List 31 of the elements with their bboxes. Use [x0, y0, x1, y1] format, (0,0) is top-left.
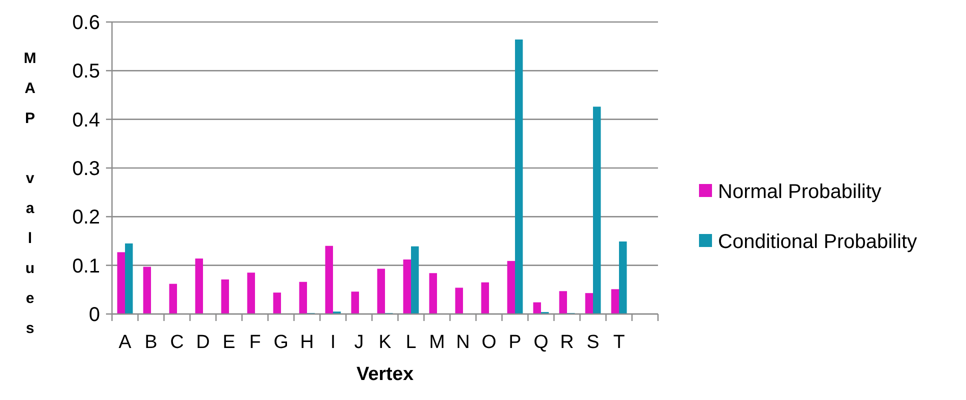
y-axis-title: MAP values: [22, 50, 38, 350]
x-tick-label: K: [378, 332, 392, 353]
x-tick-label: P: [508, 332, 522, 353]
x-tick-label: S: [586, 332, 600, 353]
x-tick-label: E: [222, 332, 236, 353]
y-tick-label: 0.4: [72, 109, 100, 132]
x-tick-label: I: [330, 332, 336, 353]
y-tick-label: 0.1: [72, 255, 100, 278]
x-tick-label: A: [118, 332, 132, 353]
x-tick-label: B: [144, 332, 158, 353]
legend-label: Conditional Probability: [718, 231, 918, 253]
y-tick-label: 0.6: [72, 12, 100, 34]
y-tick-label: 0.5: [72, 60, 100, 83]
x-tick-label: O: [482, 332, 496, 353]
x-axis-title: Vertex: [356, 364, 414, 385]
y-tick-label: 0: [88, 304, 100, 326]
x-tick-label: R: [560, 332, 574, 353]
x-tick-label: H: [300, 332, 314, 353]
x-tick-label: J: [354, 332, 364, 353]
x-tick-label: N: [456, 332, 470, 353]
x-tick-label: D: [196, 332, 210, 353]
x-tick-label: T: [613, 332, 626, 353]
x-tick-label: C: [170, 332, 184, 353]
legend-label: Normal Probability: [718, 181, 882, 203]
y-tick-label: 0.2: [72, 206, 100, 229]
x-tick-label: G: [274, 332, 288, 353]
x-tick-label: M: [429, 332, 445, 353]
x-tick-label: L: [406, 332, 416, 353]
x-tick-label: Q: [534, 332, 548, 353]
x-tick-label: F: [249, 332, 261, 353]
y-tick-label: 0.3: [72, 158, 100, 180]
